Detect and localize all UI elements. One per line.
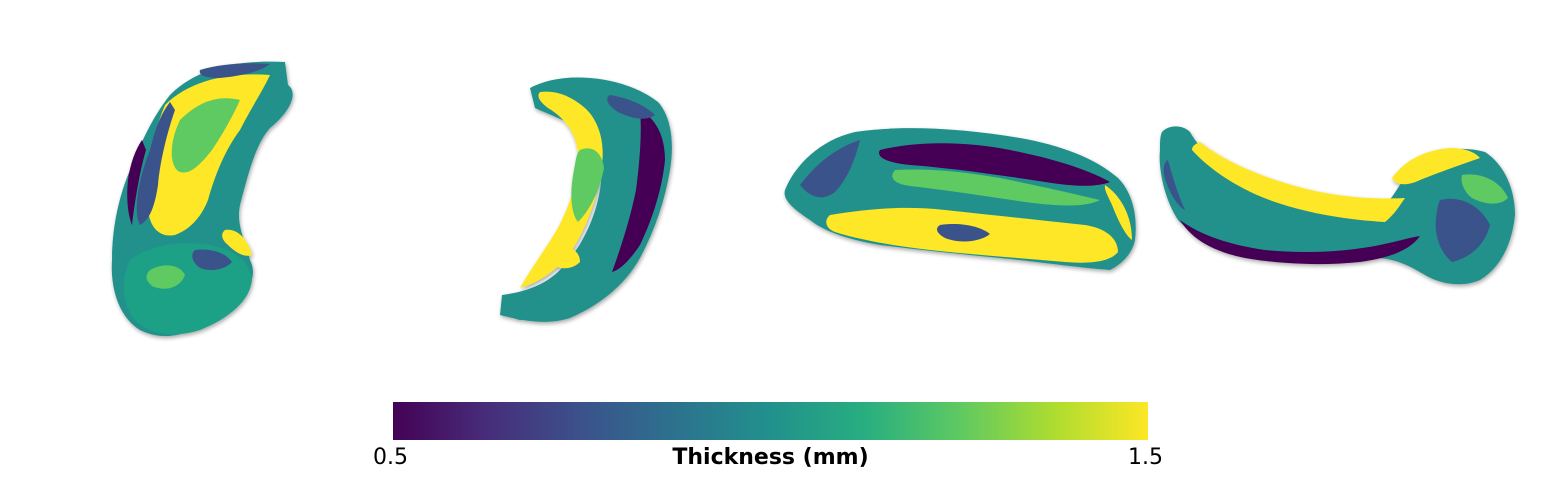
surface-render-stage	[111, 61, 1515, 337]
colorbar-max-label: 1.5	[1128, 445, 1163, 470]
surface-view-1	[111, 61, 293, 337]
colorbar-title: Thickness (mm)	[672, 445, 869, 470]
colorbar-gradient	[393, 402, 1148, 440]
colorbar	[393, 402, 1148, 440]
surface-view-3	[784, 128, 1136, 270]
surface-view-2	[500, 77, 672, 322]
colorbar-min-label: 0.5	[373, 445, 408, 470]
surface-view-4	[1159, 126, 1515, 285]
surface-renders	[111, 61, 1515, 337]
